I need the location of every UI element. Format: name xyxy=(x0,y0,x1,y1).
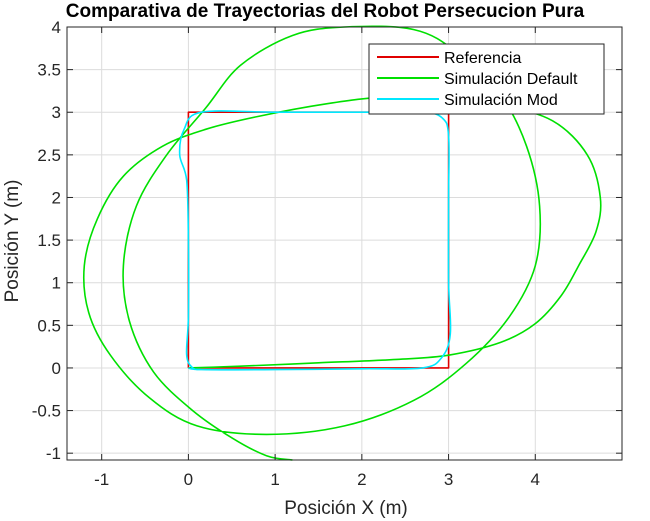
axes-frame xyxy=(66,26,623,461)
y-tick-label: 0.5 xyxy=(37,316,61,335)
y-tick-label: 2 xyxy=(52,188,61,207)
series-line-simulacion-default xyxy=(82,25,602,461)
x-tick-label: 0 xyxy=(184,470,193,489)
legend: Referencia Simulación Default Simulación M… xyxy=(368,43,605,115)
y-tick-label: 1 xyxy=(52,274,61,293)
y-tick-label: 1.5 xyxy=(37,231,61,250)
y-tick-label: 3 xyxy=(52,103,61,122)
y-tick-label: 2.5 xyxy=(37,146,61,165)
y-tick-label: 0 xyxy=(52,359,61,378)
x-tick-label: 2 xyxy=(357,470,366,489)
x-tick-label: -1 xyxy=(94,470,109,489)
legend-label-referencia: Referencia xyxy=(444,50,521,67)
legend-label-simulacion-mod: Simulación Mod xyxy=(444,92,558,109)
chart-title: Comparativa de Trayectorias del Robot Pe… xyxy=(66,1,585,22)
y-tick-label: 4 xyxy=(52,18,61,37)
y-tick-label: -1 xyxy=(46,444,61,463)
x-tick-label: 3 xyxy=(444,470,453,489)
legend-label-simulacion-default: Simulación Default xyxy=(444,71,578,88)
y-tick-label: 3.5 xyxy=(37,61,61,80)
ticks: -1 0 1 2 3 4 -1 -0.5 0 0.5 1 1.5 2 2.5 3 3.5 4 xyxy=(32,18,622,489)
y-axis-label: Posición Y (m) xyxy=(2,180,23,303)
y-tick-label: -0.5 xyxy=(32,402,61,421)
x-tick-label: 4 xyxy=(531,470,540,489)
x-axis-label: Posición X (m) xyxy=(284,498,408,519)
x-tick-label: 1 xyxy=(270,470,279,489)
